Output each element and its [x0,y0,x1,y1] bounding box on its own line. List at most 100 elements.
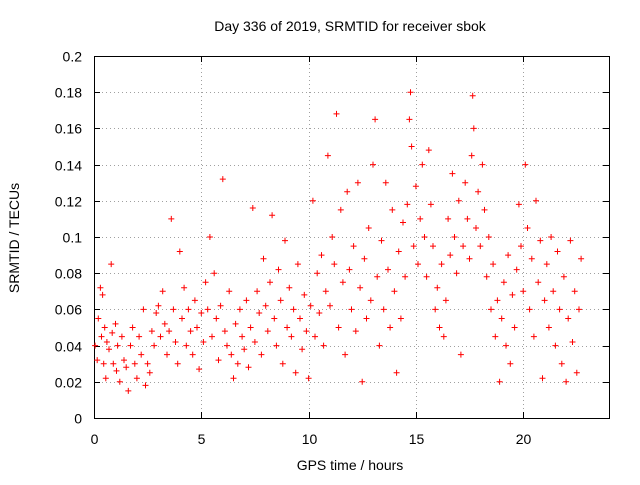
data-point [123,364,130,371]
data-point [457,351,464,358]
data-point [535,279,542,286]
y-tick-label: 0.14 [55,158,82,174]
data-point [221,328,228,335]
data-point [318,252,325,259]
data-point [215,357,222,364]
data-point [481,206,488,213]
data-point [400,219,406,226]
data-point [241,346,248,353]
data-point [526,306,533,313]
data-point [453,270,460,277]
data-point [247,324,254,331]
y-tick-label: 0.06 [55,302,82,318]
x-tick-label: 5 [198,431,206,447]
data-point [251,339,258,345]
data-point [183,342,190,349]
data-point [552,342,559,349]
data-point [492,333,499,340]
data-point [352,328,359,335]
data-point [112,320,119,327]
data-point [436,324,443,331]
data-point [496,378,503,385]
y-tick-label: 0.1 [63,230,83,246]
data-point [558,360,565,367]
data-point [380,306,387,313]
data-point [569,339,576,345]
data-point [395,248,402,255]
data-point [359,378,366,385]
data-point [533,197,539,204]
data-point [262,302,269,309]
data-point [273,342,280,349]
data-point [129,324,136,331]
data-point [445,215,452,222]
data-point [434,284,441,291]
data-point [455,197,462,204]
data-point [189,351,196,358]
data-point [571,288,578,295]
data-point [563,378,570,385]
data-point [179,315,185,322]
data-point [361,255,368,262]
data-point [100,360,107,367]
data-point [269,212,276,219]
data-point [254,288,261,295]
data-point [249,205,256,211]
data-point [468,152,475,159]
data-point [335,324,342,331]
x-tick-label: 10 [302,431,318,447]
data-point [469,92,476,99]
data-point [522,161,529,168]
y-tick-label: 0.04 [55,339,82,355]
data-point [109,329,116,336]
data-point [314,270,321,277]
data-point [157,333,164,340]
data-point [556,306,563,313]
x-tick-label: 20 [516,431,532,447]
data-point [146,369,153,376]
data-point [406,116,413,123]
data-point [194,324,200,331]
data-point [507,360,514,367]
data-point [136,333,143,340]
data-point [382,179,389,186]
data-point [511,324,518,331]
y-tick-label: 0.08 [55,266,82,282]
data-point [494,297,501,304]
data-point [267,279,273,286]
data-point [505,252,512,259]
data-point [161,320,168,327]
data-point [297,315,303,322]
data-point [500,279,507,286]
data-point [202,279,209,286]
data-point [387,324,394,331]
data-point [475,188,482,195]
data-point [554,248,561,255]
data-point [427,201,434,208]
data-point [95,315,102,322]
x-tick-label: 15 [409,431,425,447]
data-point [275,266,282,273]
data-point [408,143,415,150]
data-point [440,333,447,340]
data-point [230,375,237,382]
data-point [106,346,112,353]
data-point [114,342,121,349]
data-point [545,324,552,331]
data-point [294,261,301,268]
data-point [226,288,233,295]
data-point [305,375,312,382]
data-point [479,161,486,168]
data-point [541,297,548,304]
data-point [116,378,123,385]
data-point [172,339,179,345]
data-point [322,288,329,295]
data-point [462,179,469,186]
data-point [209,333,215,340]
y-tick-label: 0.12 [55,194,82,210]
data-point [224,342,230,349]
data-point [397,315,404,322]
data-point [423,273,430,280]
data-point [466,255,473,262]
data-point [98,333,105,340]
